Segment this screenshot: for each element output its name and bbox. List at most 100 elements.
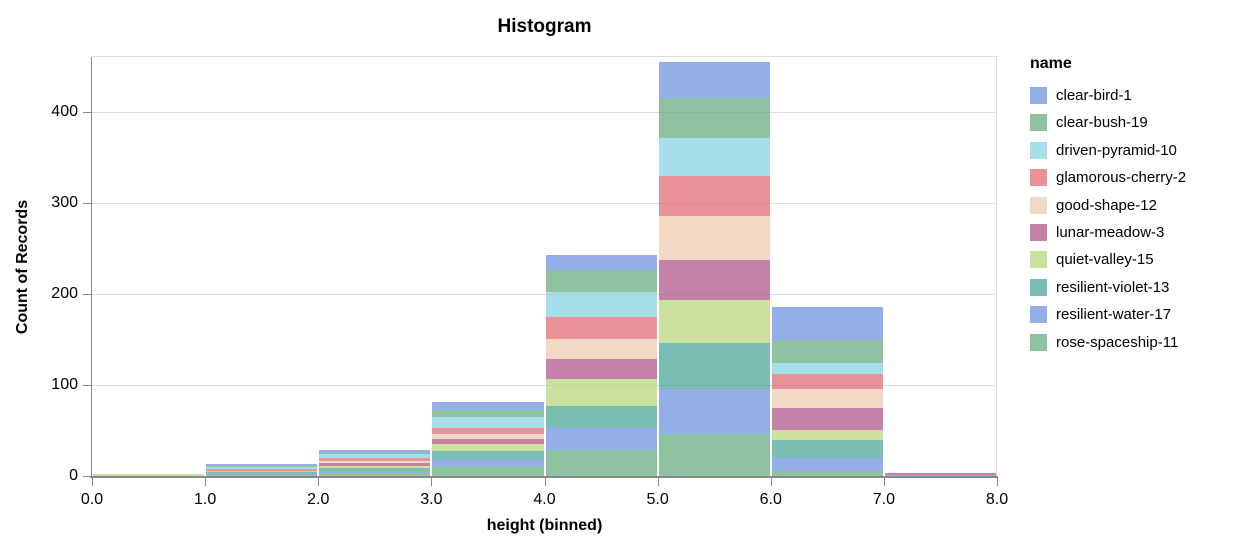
bar-segment-clear-bush-19[interactable]	[771, 340, 883, 364]
bar-segment-resilient-water-17[interactable]	[884, 475, 996, 476]
bar-segment-good-shape-12[interactable]	[432, 434, 544, 439]
x-tick-8.0	[997, 478, 998, 486]
x-axis-title: height (binned)	[486, 517, 603, 534]
legend-item-resilient-water-17[interactable]: resilient-water-17	[1030, 306, 1186, 324]
bar-segment-quiet-valley-15[interactable]	[658, 300, 770, 343]
bar-segment-driven-pyramid-10[interactable]	[771, 363, 883, 374]
bar-segment-clear-bird-1[interactable]	[771, 307, 883, 341]
bar-segment-driven-pyramid-10[interactable]	[658, 138, 770, 177]
gridline-y-400	[92, 111, 997, 113]
y-tick-100	[83, 384, 91, 386]
bar-segment-rose-spaceship-11[interactable]	[432, 465, 544, 476]
legend-swatch-clear-bird-1	[1030, 87, 1047, 104]
bar-bin-5-6[interactable]	[658, 61, 770, 476]
bar-segment-lunar-meadow-3[interactable]	[319, 463, 431, 466]
bar-segment-resilient-violet-13[interactable]	[432, 451, 544, 460]
bar-segment-resilient-water-17[interactable]	[319, 471, 431, 474]
bar-bin-1-2[interactable]	[206, 464, 318, 476]
legend-label: rose-spaceship-11	[1056, 333, 1179, 351]
legend: name clear-bird-1 clear-bush-19 driven-pyr…	[1030, 55, 1186, 351]
legend-item-rose-spaceship-11[interactable]: rose-spaceship-11	[1030, 333, 1186, 351]
legend-label: quiet-valley-15	[1056, 251, 1154, 269]
bar-segment-clear-bush-19[interactable]	[658, 97, 770, 139]
y-tick-200	[83, 293, 91, 295]
bar-segment-clear-bush-19[interactable]	[206, 465, 318, 467]
y-tick-label-200: 200	[51, 284, 78, 302]
bar-segment-driven-pyramid-10[interactable]	[319, 454, 431, 458]
bar-segment-rose-spaceship-11[interactable]	[771, 471, 883, 476]
bar-segment-resilient-violet-13[interactable]	[206, 472, 318, 475]
bar-segment-good-shape-12[interactable]	[319, 461, 431, 464]
gridline-y-100	[92, 384, 997, 386]
bar-segment-clear-bird-1[interactable]	[319, 449, 431, 454]
bar-segment-good-shape-12[interactable]	[545, 339, 657, 360]
bar-segment-clear-bird-1[interactable]	[432, 402, 544, 411]
bar-bin-6-7[interactable]	[771, 307, 883, 476]
legend-item-good-shape-12[interactable]: good-shape-12	[1030, 196, 1186, 214]
bar-segment-resilient-water-17[interactable]	[658, 388, 770, 435]
legend-item-resilient-violet-13[interactable]: resilient-violet-13	[1030, 278, 1186, 296]
bar-segment-resilient-water-17[interactable]	[206, 474, 318, 476]
bar-segment-resilient-water-17[interactable]	[432, 459, 544, 466]
bar-segment-glamorous-cherry-2[interactable]	[545, 316, 657, 340]
bar-segment-good-shape-12[interactable]	[206, 470, 318, 472]
bar-segment-lunar-meadow-3[interactable]	[884, 473, 996, 476]
bar-segment-lunar-meadow-3[interactable]	[658, 260, 770, 301]
bar-segment-resilient-water-17[interactable]	[771, 457, 883, 472]
bar-segment-clear-bird-1[interactable]	[658, 61, 770, 98]
legend-item-glamorous-cherry-2[interactable]: glamorous-cherry-2	[1030, 169, 1186, 187]
bar-bin-7-8[interactable]	[884, 473, 996, 476]
bar-bin-3-4[interactable]	[432, 402, 544, 476]
bar-segment-good-shape-12[interactable]	[771, 388, 883, 408]
bar-segment-rose-spaceship-11[interactable]	[206, 475, 318, 476]
legend-item-clear-bird-1[interactable]: clear-bird-1	[1030, 87, 1186, 104]
bar-segment-quiet-valley-15[interactable]	[319, 465, 431, 468]
bar-segment-driven-pyramid-10[interactable]	[432, 416, 544, 428]
legend-swatch-quiet-valley-15	[1030, 251, 1047, 269]
bar-bin-0-1[interactable]	[93, 474, 205, 476]
x-tick-7.0	[883, 478, 885, 486]
legend-item-clear-bush-19[interactable]: clear-bush-19	[1030, 114, 1186, 132]
bar-segment-lunar-meadow-3[interactable]	[771, 407, 883, 431]
bar-segment-quiet-valley-15[interactable]	[432, 444, 544, 452]
bar-segment-clear-bush-19[interactable]	[432, 410, 544, 417]
bar-segment-quiet-valley-15[interactable]	[771, 430, 883, 441]
bar-segment-lunar-meadow-3[interactable]	[432, 438, 544, 445]
legend-item-lunar-meadow-3[interactable]: lunar-meadow-3	[1030, 223, 1186, 241]
bar-segment-resilient-water-17[interactable]	[545, 427, 657, 451]
bar-segment-good-shape-12[interactable]	[658, 216, 770, 261]
bar-segment-glamorous-cherry-2[interactable]	[319, 457, 431, 462]
y-tick-label-400: 400	[51, 102, 78, 120]
legend-swatch-glamorous-cherry-2	[1030, 169, 1047, 187]
bar-segment-glamorous-cherry-2[interactable]	[658, 176, 770, 217]
bar-segment-clear-bird-1[interactable]	[206, 464, 318, 466]
bar-segment-resilient-violet-13[interactable]	[658, 342, 770, 389]
legend-label: driven-pyramid-10	[1056, 141, 1177, 159]
bar-segment-driven-pyramid-10[interactable]	[206, 466, 318, 469]
bar-segment-rose-spaceship-11[interactable]	[545, 450, 657, 476]
bar-segment-resilient-violet-13[interactable]	[771, 440, 883, 458]
bar-segment-resilient-violet-13[interactable]	[545, 405, 657, 428]
bar-segment-lunar-meadow-3[interactable]	[545, 359, 657, 380]
bar-segment-resilient-violet-13[interactable]	[319, 467, 431, 472]
bar-segment-clear-bush-19[interactable]	[545, 270, 657, 292]
x-axis-line	[90, 476, 998, 478]
bar-segment-quiet-valley-15[interactable]	[93, 474, 205, 476]
bar-segment-glamorous-cherry-2[interactable]	[206, 468, 318, 471]
bar-segment-glamorous-cherry-2[interactable]	[771, 373, 883, 389]
bar-segment-quiet-valley-15[interactable]	[206, 471, 318, 473]
legend-swatch-resilient-violet-13	[1030, 278, 1047, 296]
bar-bin-2-3[interactable]	[319, 449, 431, 476]
bar-segment-glamorous-cherry-2[interactable]	[432, 427, 544, 435]
bar-segment-clear-bird-1[interactable]	[545, 254, 657, 271]
bar-segment-clear-bush-19[interactable]	[319, 453, 431, 455]
bar-segment-rose-spaceship-11[interactable]	[658, 434, 770, 476]
bar-segment-quiet-valley-15[interactable]	[545, 379, 657, 406]
chart-title: Histogram	[497, 16, 592, 37]
bar-segment-driven-pyramid-10[interactable]	[545, 292, 657, 317]
bar-segment-rose-spaceship-11[interactable]	[319, 473, 431, 476]
x-tick-label-6.0: 6.0	[759, 491, 782, 508]
legend-item-driven-pyramid-10[interactable]: driven-pyramid-10	[1030, 141, 1186, 159]
bar-bin-4-5[interactable]	[545, 254, 657, 476]
legend-item-quiet-valley-15[interactable]: quiet-valley-15	[1030, 251, 1186, 269]
